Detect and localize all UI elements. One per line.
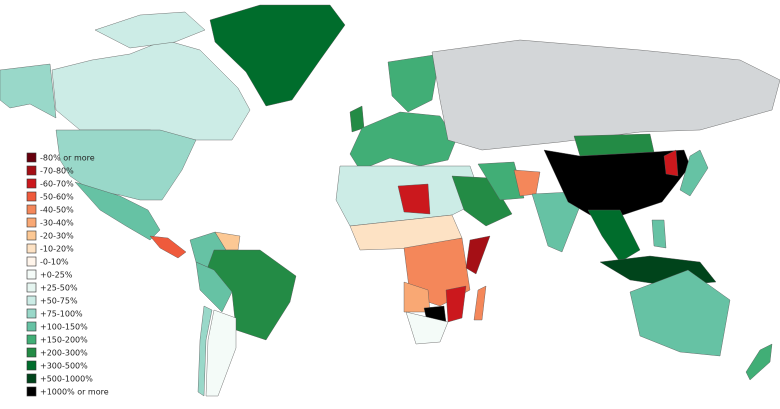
legend-swatch bbox=[26, 230, 37, 241]
legend-label: -0-10% bbox=[40, 258, 69, 267]
greenland bbox=[209, 4, 346, 107]
scandinavia bbox=[387, 53, 441, 113]
legend: -80% or more -70-80% -60-70% -50-60% -40-50%… bbox=[26, 152, 109, 397]
mexico bbox=[74, 181, 161, 241]
chile bbox=[197, 305, 213, 397]
legend-label: +1000% or more bbox=[40, 388, 109, 397]
legend-swatch bbox=[26, 243, 37, 254]
legend-label: +500-1000% bbox=[40, 375, 93, 384]
canada bbox=[51, 39, 251, 141]
legend-swatch bbox=[26, 152, 37, 163]
japan bbox=[679, 149, 709, 197]
legend-swatch bbox=[26, 308, 37, 319]
libya bbox=[397, 183, 431, 215]
legend-label: +25-50% bbox=[40, 284, 78, 293]
legend-label: -70-80% bbox=[40, 167, 74, 176]
legend-label: -40-50% bbox=[40, 206, 74, 215]
saudi-arabia bbox=[451, 175, 513, 227]
legend-swatch bbox=[26, 282, 37, 293]
central-america bbox=[149, 235, 187, 259]
usa bbox=[55, 129, 197, 201]
somalia bbox=[465, 235, 491, 275]
legend-swatch bbox=[26, 217, 37, 228]
legend-label: -60-70% bbox=[40, 180, 74, 189]
europe bbox=[349, 111, 457, 171]
new-zealand bbox=[745, 343, 773, 381]
legend-swatch bbox=[26, 373, 37, 384]
countries bbox=[0, 4, 780, 397]
philippines bbox=[651, 219, 667, 249]
legend-label: +0-25% bbox=[40, 271, 73, 280]
legend-label: +50-75% bbox=[40, 297, 78, 306]
legend-swatch bbox=[26, 334, 37, 345]
legend-label: +75-100% bbox=[40, 310, 83, 319]
legend-swatch bbox=[26, 165, 37, 176]
legend-swatch bbox=[26, 191, 37, 202]
legend-label: -50-60% bbox=[40, 193, 74, 202]
legend-label: +100-150% bbox=[40, 323, 88, 332]
korea bbox=[663, 149, 679, 177]
legend-label: +150-200% bbox=[40, 336, 88, 345]
legend-label: +200-300% bbox=[40, 349, 88, 358]
legend-swatch bbox=[26, 321, 37, 332]
south-africa bbox=[405, 311, 449, 345]
madagascar bbox=[473, 285, 487, 321]
legend-swatch bbox=[26, 295, 37, 306]
legend-swatch bbox=[26, 360, 37, 371]
legend-swatch bbox=[26, 256, 37, 267]
mozambique bbox=[445, 285, 467, 323]
legend-swatch bbox=[26, 178, 37, 189]
australia bbox=[629, 269, 731, 357]
alaska bbox=[0, 63, 57, 119]
legend-label: -30-40% bbox=[40, 219, 74, 228]
legend-label: -10-20% bbox=[40, 245, 74, 254]
legend-swatch bbox=[26, 269, 37, 280]
legend-label: +300-500% bbox=[40, 362, 88, 371]
russia bbox=[431, 39, 780, 151]
peru bbox=[195, 261, 233, 313]
legend-swatch bbox=[26, 347, 37, 358]
legend-label: -80% or more bbox=[40, 154, 95, 163]
southeast-asia bbox=[587, 209, 641, 263]
argentina bbox=[205, 309, 237, 397]
legend-swatch bbox=[26, 204, 37, 215]
arctic-islands bbox=[94, 11, 206, 49]
iran bbox=[477, 161, 525, 201]
legend-label: -20-30% bbox=[40, 232, 74, 241]
legend-swatch bbox=[26, 386, 37, 397]
